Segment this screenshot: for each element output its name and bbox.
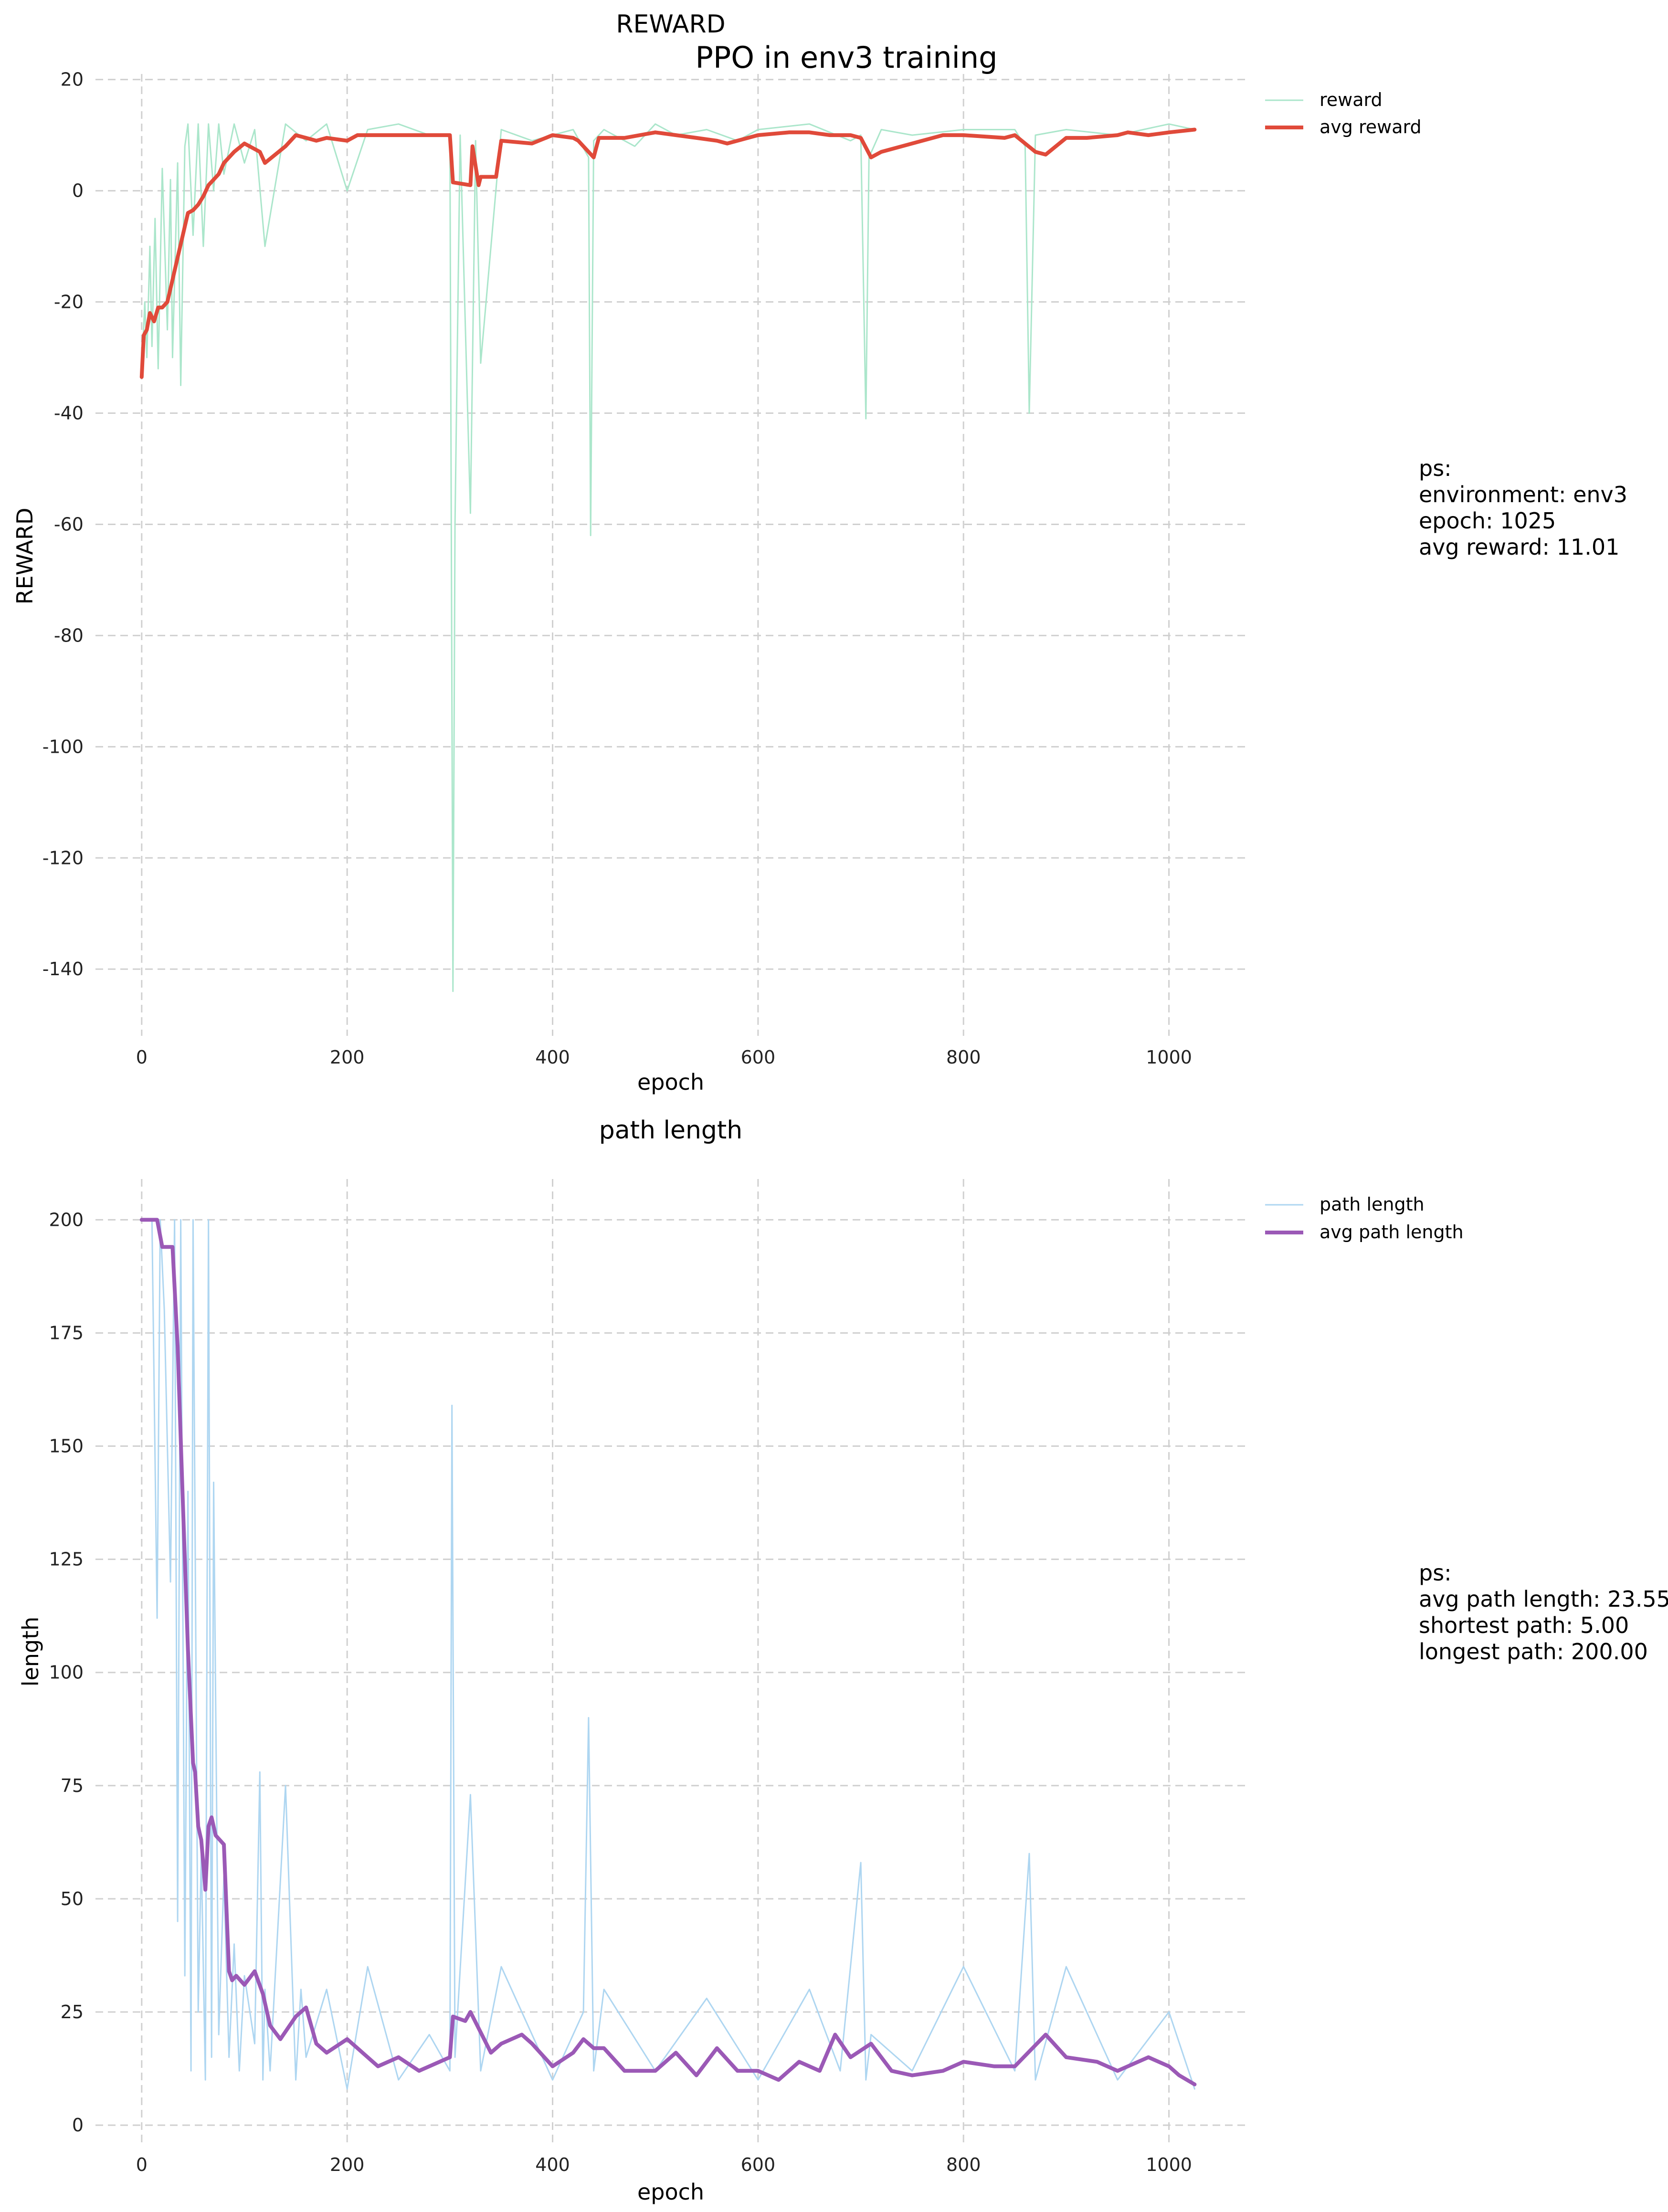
reward-y-tick-label: -40 <box>54 402 84 423</box>
legend-label-avg-path-length: avg path length <box>1320 1222 1464 1243</box>
reward-tick-labels: 0 200 400 600 800 1000200-20-40-60-80-100-120… <box>42 69 1192 1068</box>
path-length-x-tick-label: 0 <box>136 2154 148 2175</box>
reward-y-tick-label: -20 <box>54 292 84 313</box>
reward-y-tick-label: 0 <box>72 180 84 201</box>
path-length-info-line: ps: <box>1419 1560 1452 1586</box>
path-length-y-tick-label: 50 <box>61 1888 84 1909</box>
reward-gridlines <box>95 74 1246 1036</box>
legend-label-path-length: path length <box>1320 1194 1425 1215</box>
path-length-x-tick-label: 200 <box>330 2154 365 2175</box>
reward-x-tick-label: 600 <box>741 1047 776 1068</box>
reward-x-tick-label: 0 <box>136 1047 148 1068</box>
path-length-tick-labels: 0 200 400 600 800 1000 0 25 50 75 100 125 150 175 200 <box>49 1209 1192 2175</box>
reward-info-line: environment: env3 <box>1419 482 1627 507</box>
reward-x-axis-label: epoch <box>637 1069 704 1095</box>
path-length-y-tick-label: 175 <box>49 1322 84 1343</box>
reward-y-tick-label: -60 <box>54 514 84 535</box>
reward-x-tick-label: 400 <box>535 1047 570 1068</box>
path-length-y-tick-label: 150 <box>49 1436 84 1457</box>
path-length-y-tick-label: 0 <box>72 2115 84 2136</box>
path-length-info-line: longest path: 200.00 <box>1419 1639 1648 1664</box>
reward-info-line: epoch: 1025 <box>1419 508 1556 534</box>
reward-series <box>139 123 1197 992</box>
reward-chart-title: REWARD <box>616 10 725 39</box>
reward-y-tick-label: -80 <box>54 625 84 646</box>
path-length-legend: path length avg path length <box>1265 1194 1464 1243</box>
path-length-info-box: ps: avg path length: 23.55 shortest path… <box>1419 1560 1668 1664</box>
path-length-y-tick-label: 100 <box>49 1662 84 1683</box>
reward-legend: reward avg reward <box>1265 89 1422 137</box>
figure-suptitle: PPO in env3 training <box>696 40 998 75</box>
reward-y-tick-label: 20 <box>61 69 84 90</box>
reward-info-line: ps: <box>1419 455 1452 481</box>
reward-y-tick-label: -120 <box>42 847 84 868</box>
path-length-x-tick-label: 1000 <box>1146 2154 1192 2175</box>
path-length-x-axis-label: epoch <box>637 2179 704 2205</box>
series-line-avg-path-length <box>139 1218 1197 2086</box>
path-length-x-tick-label: 600 <box>741 2154 776 2175</box>
path-length-y-tick-label: 25 <box>61 2001 84 2022</box>
reward-info-line: avg reward: 11.01 <box>1419 534 1619 560</box>
path-length-info-line: avg path length: 23.55 <box>1419 1586 1668 1612</box>
reward-y-tick-label: -100 <box>42 736 84 757</box>
legend-label-reward: reward <box>1320 89 1383 110</box>
legend-label-avg-reward: avg reward <box>1320 116 1422 137</box>
reward-chart: REWARD 0 200 400 600 800 1000200-20-40-60-80-… <box>12 10 1627 1095</box>
path-length-y-tick-label: 125 <box>49 1549 84 1570</box>
reward-x-tick-label: 800 <box>946 1047 981 1068</box>
reward-y-axis-label: REWARD <box>12 508 38 605</box>
reward-x-tick-label: 1000 <box>1146 1047 1192 1068</box>
series-line-path-length <box>141 1219 1195 2090</box>
series-line-avg-reward <box>139 127 1197 379</box>
path-length-chart: path length 0 200 400 600 800 1000 0 25 50 75 100 1… <box>18 1116 1668 2205</box>
path-length-y-axis-label: length <box>18 1617 43 1687</box>
path-length-series <box>139 1218 1197 2090</box>
path-length-gridlines <box>95 1179 1246 2143</box>
reward-x-tick-label: 200 <box>330 1047 365 1068</box>
reward-info-box: ps: environment: env3 epoch: 1025 avg re… <box>1419 455 1627 560</box>
path-length-info-line: shortest path: 5.00 <box>1419 1612 1629 1638</box>
path-length-x-tick-label: 800 <box>946 2154 981 2175</box>
path-length-x-tick-label: 400 <box>535 2154 570 2175</box>
path-length-y-tick-label: 200 <box>49 1209 84 1230</box>
path-length-y-tick-label: 75 <box>61 1775 84 1796</box>
reward-y-tick-label: -140 <box>42 959 84 980</box>
path-length-chart-title: path length <box>599 1116 743 1145</box>
series-line-reward <box>141 123 1195 992</box>
